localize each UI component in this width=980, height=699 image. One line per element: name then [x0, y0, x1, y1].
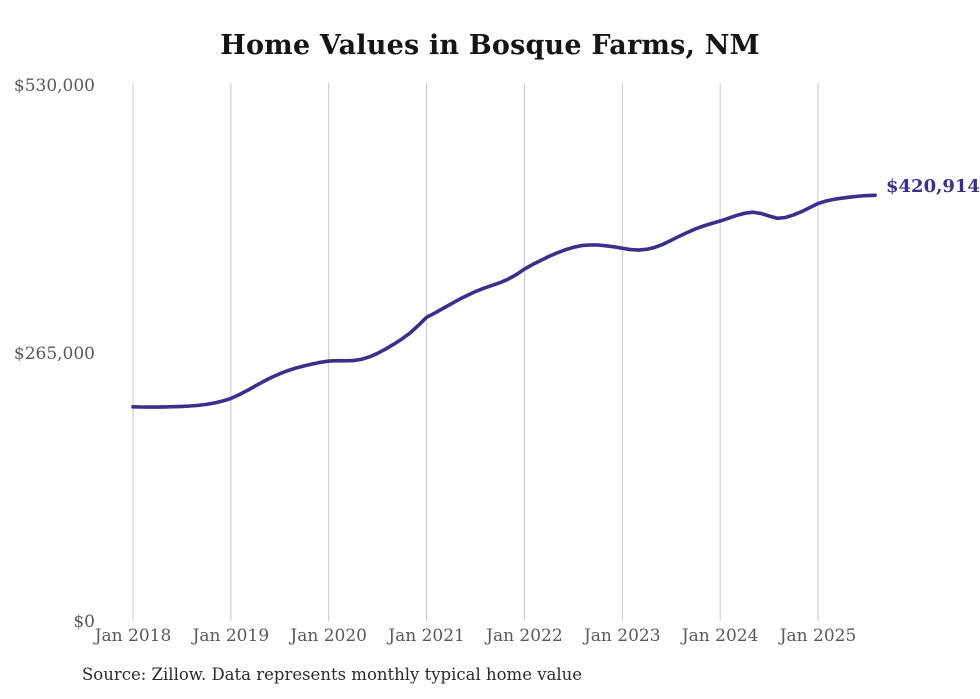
home-value-line-series — [131, 193, 877, 409]
x-tick-label: Jan 2020 — [288, 626, 367, 646]
source-note: Source: Zillow. Data represents monthly … — [82, 665, 583, 684]
chart-title: Home Values in Bosque Farms, NM — [220, 30, 760, 61]
x-tick-label: Jan 2019 — [191, 626, 270, 646]
y-axis-tick-labels: $0 $265,000 $530,000 — [14, 76, 95, 632]
current-value-label: $420,914 — [886, 176, 980, 197]
x-tick-label: Jan 2024 — [680, 626, 759, 646]
x-tick-label: Jan 2023 — [582, 626, 661, 646]
x-axis-tick-labels: Jan 2018 Jan 2019 Jan 2020 Jan 2021 Jan 2022… — [93, 626, 857, 646]
gridlines — [132, 83, 819, 621]
x-tick-label: Jan 2025 — [778, 626, 857, 646]
y-tick-label: $0 — [73, 612, 95, 632]
x-tick-label: Jan 2021 — [386, 626, 465, 646]
x-tick-label: Jan 2022 — [484, 626, 563, 646]
y-tick-label: $530,000 — [14, 76, 95, 96]
x-tick-label: Jan 2018 — [93, 626, 172, 646]
y-tick-label: $265,000 — [14, 344, 95, 364]
